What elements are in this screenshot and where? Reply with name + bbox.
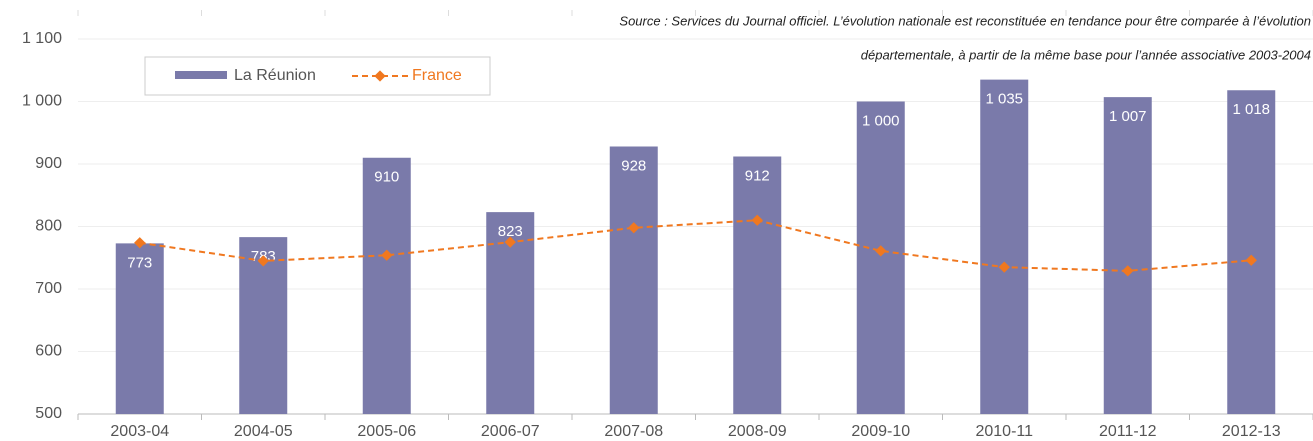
marker	[381, 249, 393, 261]
data-label: 823	[498, 223, 523, 240]
bar	[856, 101, 905, 414]
bar	[609, 146, 658, 414]
x-tick-label: 2006-07	[481, 423, 540, 440]
marker	[1122, 265, 1134, 277]
x-tick-label: 2007-08	[604, 423, 663, 440]
x-tick-label: 2003-04	[110, 423, 169, 440]
legend-label: France	[412, 67, 462, 84]
source-line: Source : Services du Journal officiel. L…	[619, 13, 1311, 28]
legend-swatch	[175, 71, 227, 79]
x-tick-label: 2011-12	[1099, 423, 1157, 440]
marker	[1245, 254, 1257, 266]
y-tick-label: 700	[35, 280, 62, 297]
marker	[257, 255, 269, 267]
marker	[504, 236, 516, 248]
legend-label: La Réunion	[234, 67, 316, 84]
bar	[1103, 97, 1152, 414]
line	[139, 219, 1252, 272]
data-label: 1 007	[1109, 108, 1147, 125]
x-tick-label: 2008-09	[728, 423, 787, 440]
marker	[998, 261, 1010, 273]
y-tick-label: 900	[35, 155, 62, 172]
data-label: 1 000	[862, 112, 900, 129]
marker	[628, 222, 640, 234]
y-tick-label: 600	[35, 343, 62, 360]
y-tick-label: 800	[35, 218, 62, 235]
marker	[751, 214, 763, 226]
data-label: 773	[127, 254, 152, 271]
x-tick-label: 2004-05	[234, 423, 293, 440]
bar	[980, 79, 1029, 414]
bar	[733, 156, 782, 414]
x-tick-label: 2012-13	[1222, 423, 1281, 440]
bar	[239, 237, 288, 414]
source-line: départementale, à partir de la même base…	[861, 47, 1311, 62]
data-label: 928	[621, 157, 646, 174]
y-tick-label: 1 100	[22, 30, 62, 47]
x-tick-label: 2009-10	[851, 423, 910, 440]
marker	[875, 245, 887, 257]
data-label: 910	[374, 169, 399, 186]
bar	[362, 157, 411, 414]
data-label: 1 035	[985, 91, 1023, 108]
bar	[115, 243, 164, 414]
bar	[1227, 90, 1276, 414]
marker	[134, 237, 146, 249]
data-label: 912	[745, 167, 770, 184]
data-label: 1 018	[1232, 101, 1270, 118]
x-tick-label: 2010-11	[975, 423, 1033, 440]
y-tick-label: 500	[35, 405, 62, 422]
y-tick-label: 1 000	[22, 93, 62, 110]
x-tick-label: 2005-06	[357, 423, 416, 440]
